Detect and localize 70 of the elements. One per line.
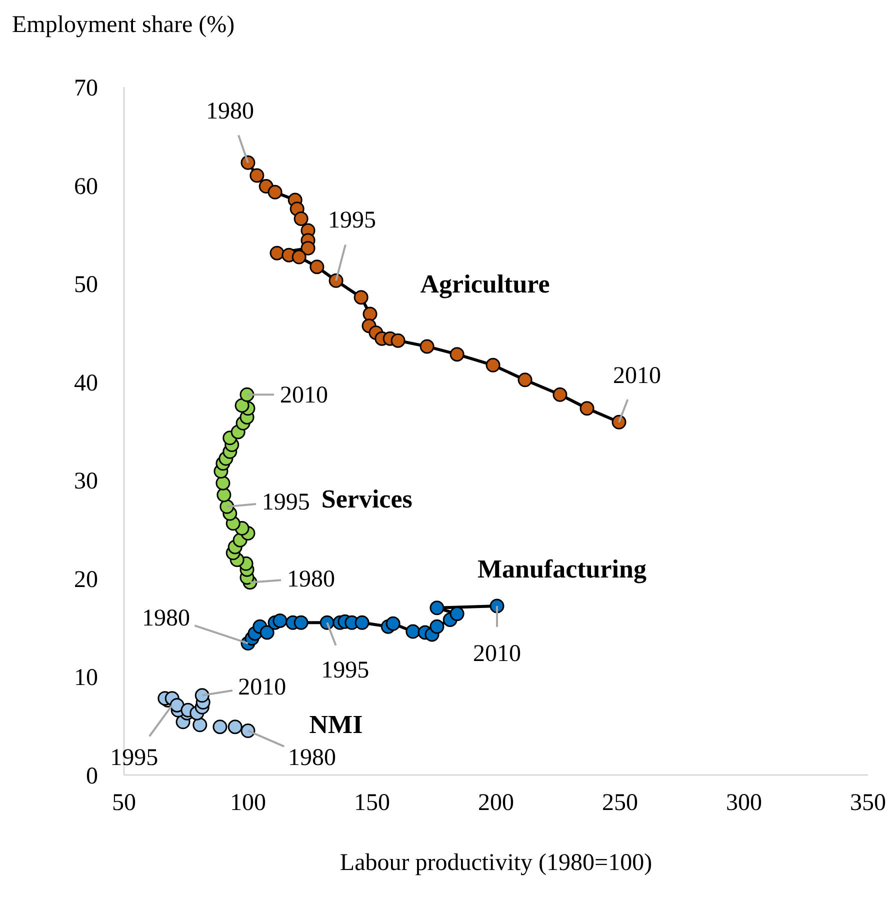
x-tick-label: 150: [354, 790, 390, 816]
annotation: 1980: [206, 98, 254, 125]
annotation: 1995: [321, 658, 370, 684]
point: [354, 290, 368, 305]
point: [250, 168, 264, 183]
point: [194, 688, 210, 703]
y-tick-label: 0: [86, 764, 98, 790]
point: [300, 240, 316, 256]
annotation: 1980: [288, 744, 336, 771]
point: [406, 624, 420, 639]
point: [580, 401, 594, 416]
point: [328, 273, 344, 288]
point: [268, 184, 282, 200]
point: [270, 246, 284, 260]
point: [272, 613, 288, 628]
point: [240, 387, 254, 402]
annotation: 1980: [142, 605, 190, 632]
point: [292, 250, 306, 264]
text: Services: [321, 484, 412, 514]
point: [240, 155, 256, 170]
y-tick-label: 10: [74, 665, 98, 692]
text: NMI: [309, 710, 363, 739]
x-axis-title: Labour productivity (1980=100): [338, 850, 654, 877]
point: [612, 414, 626, 430]
point: [294, 211, 308, 226]
y-tick-label: 50: [74, 272, 98, 298]
series-label: Manufacturing: [477, 554, 646, 584]
point: [450, 606, 464, 622]
point: [260, 625, 274, 640]
y-tick-label: 70: [74, 76, 98, 102]
point: [390, 333, 406, 348]
point: [310, 260, 324, 274]
annotation: 2010: [613, 363, 662, 390]
point: [420, 339, 434, 354]
x-tick-label: 300: [726, 790, 762, 816]
point: [518, 372, 532, 388]
x-tick-label: 350: [850, 790, 886, 816]
point: [386, 616, 400, 631]
annotation: 1995: [262, 490, 310, 516]
y-tick-label: 20: [74, 566, 98, 593]
x-tick-label: 250: [602, 790, 638, 816]
y-tick-label: 40: [74, 370, 98, 396]
point: [450, 347, 464, 362]
point: [228, 720, 242, 734]
point: [294, 615, 308, 630]
annotation: 2010: [472, 640, 521, 667]
point: [192, 718, 208, 732]
point: [216, 476, 230, 490]
point: [212, 720, 228, 734]
annotation: 1995: [328, 208, 376, 234]
x-tick-label: 200: [478, 790, 514, 816]
point: [430, 619, 444, 634]
point: [552, 387, 568, 402]
x-tick-label: 100: [230, 790, 266, 816]
point: [362, 306, 378, 322]
point: [234, 398, 250, 413]
point: [486, 358, 500, 372]
point: [430, 600, 444, 616]
x-tick-label: 50: [112, 790, 136, 816]
series-label: Agriculture: [420, 270, 550, 299]
y-tick-label: 60: [74, 174, 98, 200]
y-tick-label: 30: [74, 468, 98, 495]
annotation: 1995: [110, 745, 158, 772]
point: [490, 598, 504, 614]
y-axis-title: Employment share (%): [12, 12, 235, 39]
annotation: 1980: [286, 566, 335, 592]
point: [216, 488, 232, 502]
annotation: 2010: [280, 382, 328, 409]
annotation: 2010: [238, 674, 286, 700]
point: [354, 615, 370, 630]
